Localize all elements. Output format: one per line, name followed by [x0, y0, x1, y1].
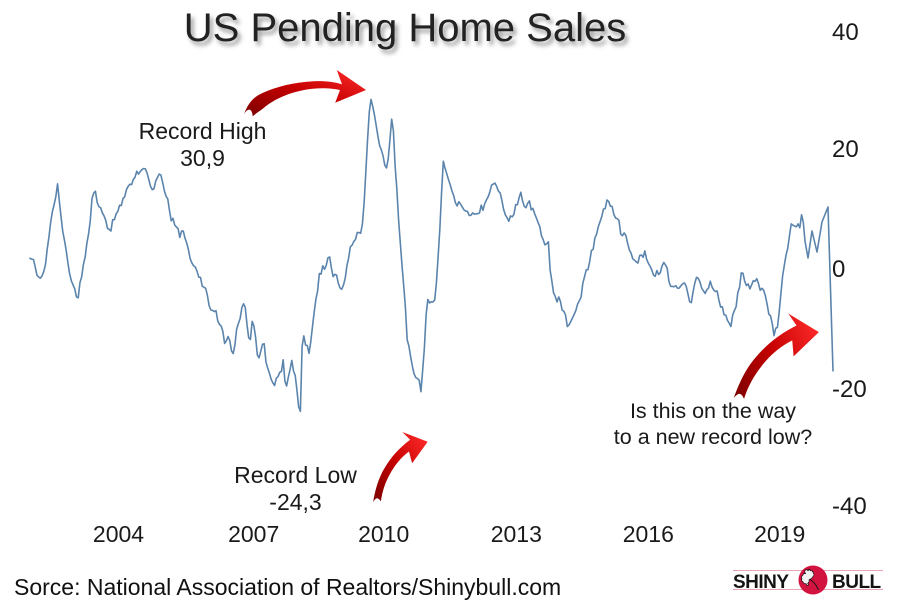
- svg-text:SHINY: SHINY: [733, 572, 789, 593]
- svg-text:BULL: BULL: [832, 572, 882, 593]
